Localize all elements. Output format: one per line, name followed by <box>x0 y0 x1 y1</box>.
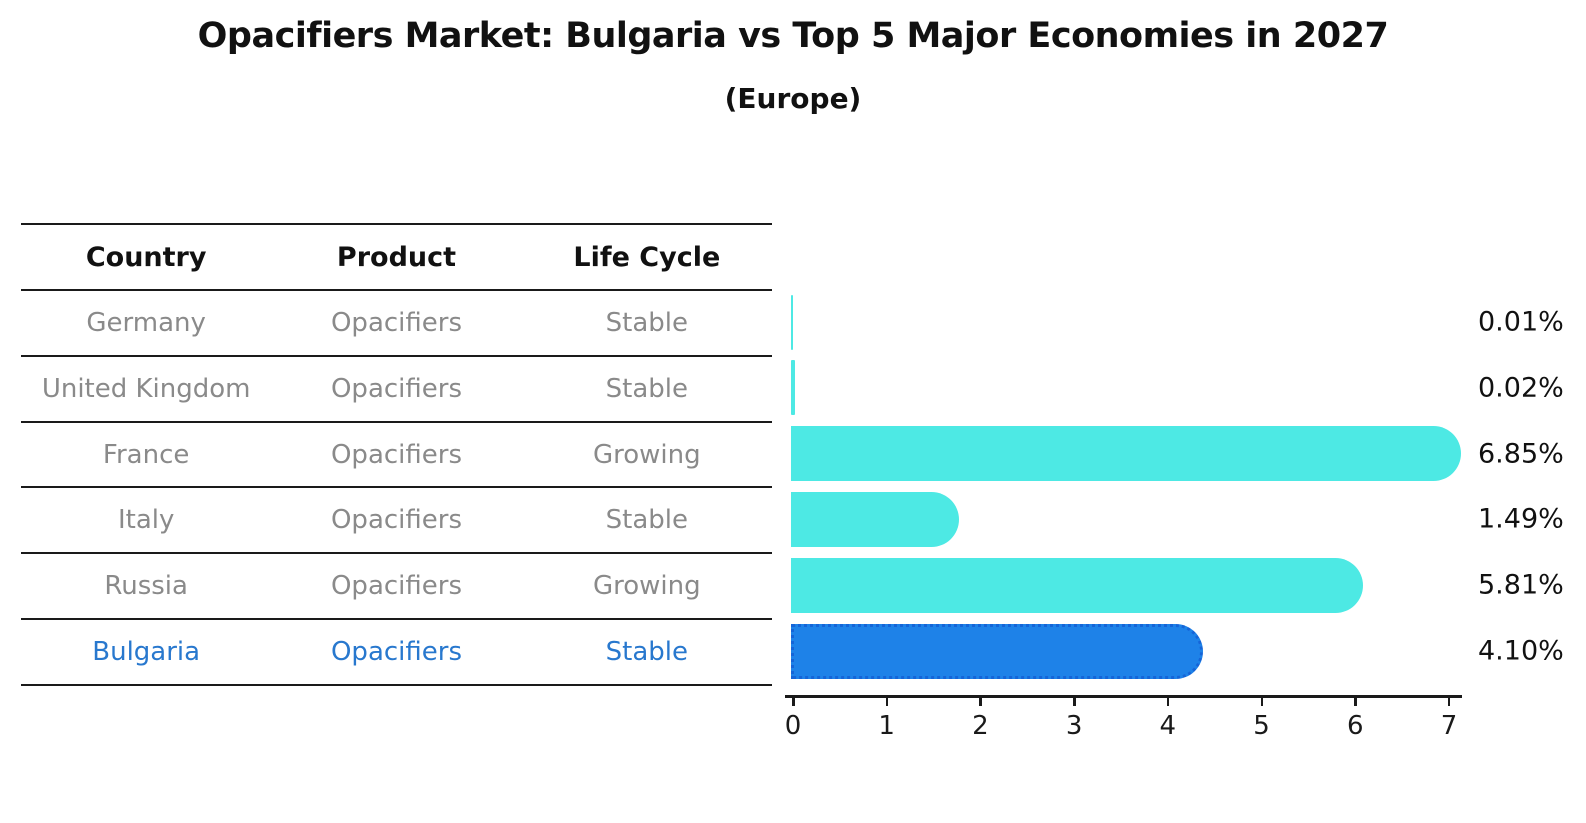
table-cell-country: Bulgaria <box>92 637 201 668</box>
value-label-united-kingdom: 0.02% <box>1478 372 1564 404</box>
chart-subtitle: (Europe) <box>724 82 862 115</box>
x-tick-5 <box>1260 696 1264 706</box>
table-cell-country: Italy <box>117 505 175 536</box>
table-cell-product: Opacifiers <box>330 571 462 602</box>
table-cell-life-cycle: Stable <box>605 373 688 404</box>
x-tick-label-3: 3 <box>1065 711 1083 741</box>
value-label-bulgaria: 4.10% <box>1478 635 1564 667</box>
table-cell-life-cycle: Stable <box>605 637 688 668</box>
column-header-country: Country <box>85 241 207 273</box>
table-row-russia: Russia Opacifiers Growing <box>21 554 772 621</box>
table-cell-life-cycle: Stable <box>605 505 688 536</box>
chart-title: Opacifiers Market: Bulgaria vs Top 5 Maj… <box>197 16 1389 56</box>
table-row-united-kingdom: United Kingdom Opacifiers Stable <box>21 357 772 423</box>
x-tick-0 <box>792 696 795 706</box>
bar-italy <box>791 491 959 547</box>
table-cell-country: France <box>102 439 190 470</box>
table-cell-country: Germany <box>86 307 206 338</box>
x-tick-4 <box>1166 696 1170 706</box>
x-axis-line <box>785 695 1462 698</box>
table-row-france: France Opacifiers Growing <box>21 423 772 489</box>
table-cell-product: Opacifiers <box>330 439 462 470</box>
column-header-life-cycle: Life Cycle <box>573 241 721 273</box>
bar-germany <box>791 294 793 350</box>
bar-bulgaria <box>791 623 1204 679</box>
table-cell-product: Opacifiers <box>330 373 462 404</box>
table-cell-country: United Kingdom <box>41 373 251 404</box>
x-tick-label-1: 1 <box>878 711 895 741</box>
x-tick-label-0: 0 <box>784 711 802 741</box>
table-row-italy: Italy Opacifiers Stable <box>21 488 772 555</box>
x-tick-6 <box>1354 696 1357 706</box>
x-tick-1 <box>885 696 889 706</box>
value-label-italy: 1.49% <box>1478 503 1564 535</box>
table-cell-country: Russia <box>104 571 188 602</box>
value-label-russia: 5.81% <box>1478 569 1564 601</box>
table-cell-life-cycle: Growing <box>592 571 701 602</box>
value-label-france: 6.85% <box>1478 438 1564 470</box>
bar-united-kingdom <box>791 360 795 416</box>
table-row-bulgaria: Bulgaria Opacifiers Stable <box>21 620 772 686</box>
x-tick-label-6: 6 <box>1346 711 1364 741</box>
value-label-germany: 0.01% <box>1478 306 1564 338</box>
table-cell-product: Opacifiers <box>330 637 462 668</box>
table-body: Germany Opacifiers Stable United Kingdom Opa… <box>21 291 772 686</box>
table-cell-life-cycle: Growing <box>592 439 701 470</box>
x-tick-3 <box>1073 696 1076 706</box>
data-table: Country Product Life Cycle Germany Opacif… <box>21 223 772 686</box>
bar-russia <box>791 557 1364 613</box>
table-cell-product: Opacifiers <box>330 307 462 338</box>
table-row-germany: Germany Opacifiers Stable <box>21 291 772 357</box>
x-tick-label-7: 7 <box>1440 711 1458 741</box>
x-tick-label-5: 5 <box>1253 711 1270 741</box>
x-tick-7 <box>1447 696 1451 706</box>
table-cell-life-cycle: Stable <box>605 307 688 338</box>
x-tick-label-4: 4 <box>1159 711 1177 741</box>
x-tick-2 <box>979 696 982 706</box>
x-tick-label-2: 2 <box>972 711 989 741</box>
column-header-product: Product <box>336 241 457 273</box>
table-cell-product: Opacifiers <box>330 505 462 536</box>
bar-france <box>791 426 1461 482</box>
table-header-row: Country Product Life Cycle <box>21 225 772 291</box>
